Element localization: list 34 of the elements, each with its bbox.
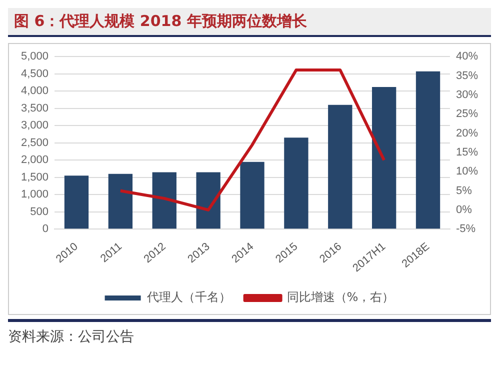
bar xyxy=(372,86,396,229)
y-tick-label: 4,500 xyxy=(20,68,49,80)
y2-tick-label: 10% xyxy=(456,166,478,178)
bar xyxy=(108,174,133,229)
y-tick-label: 3,500 xyxy=(20,102,49,114)
chart-title: 图 6：代理人规模 2018 年预期两位数增长 xyxy=(8,8,491,37)
bar xyxy=(328,104,352,229)
y2-tick-label: 40% xyxy=(456,50,478,63)
y2-tick-label: -5% xyxy=(456,223,476,236)
bar xyxy=(284,138,308,229)
y2-tick-label: 30% xyxy=(456,88,478,101)
legend-label: 代理人（千名） xyxy=(146,290,231,304)
y-tick-label: 3,000 xyxy=(20,120,49,132)
y-tick-label: 1,500 xyxy=(20,171,49,184)
y2-tick-label: 35% xyxy=(456,70,478,82)
y-tick-label: 0 xyxy=(42,223,49,236)
bar xyxy=(152,172,176,229)
text: 资料来源：公司公告 xyxy=(8,328,135,346)
y2-tick-label: 25% xyxy=(456,108,478,120)
y2-tick-label: 0% xyxy=(456,204,472,216)
y-tick-label: 500 xyxy=(30,206,49,218)
bar xyxy=(64,176,89,229)
bar xyxy=(240,162,264,229)
bar xyxy=(196,172,220,229)
legend-label: 同比增速（%，右） xyxy=(286,290,394,304)
y-tick-label: 1,000 xyxy=(20,188,49,201)
y2-tick-label: 5% xyxy=(456,184,472,197)
y2-tick-label: 20% xyxy=(456,127,478,140)
y2-tick-label: 15% xyxy=(456,146,478,158)
y-tick-label: 2,000 xyxy=(20,154,49,166)
y-tick-label: 5,000 xyxy=(20,50,49,63)
y-tick-label: 4,000 xyxy=(20,85,49,98)
bar xyxy=(416,71,440,229)
y-tick-label: 2,500 xyxy=(20,136,49,149)
